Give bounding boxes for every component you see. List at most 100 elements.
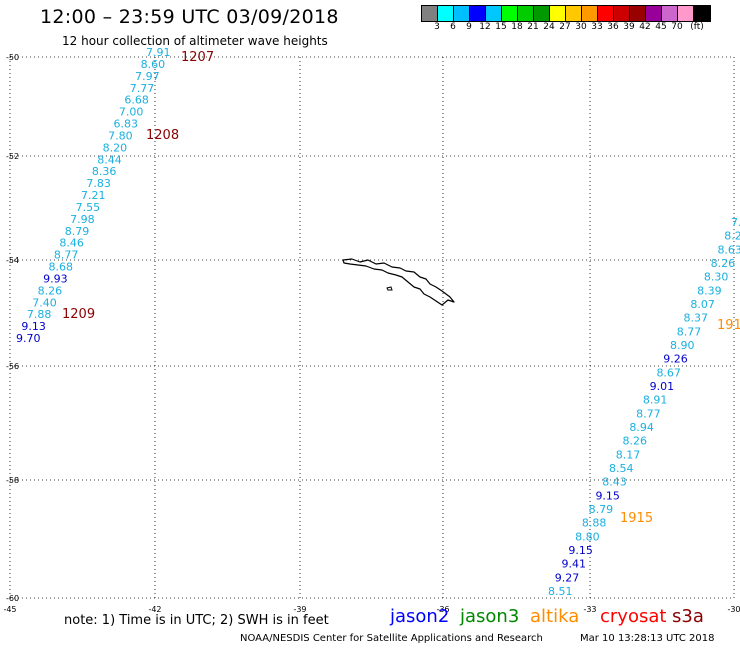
- satellite-legend-jason3: jason3: [460, 606, 520, 627]
- colorbar-swatch: [662, 6, 678, 21]
- wave-height-label: 9.13: [21, 320, 45, 333]
- satellite-legend-cryosat: cryosat: [600, 606, 667, 627]
- colorbar-label: 3: [434, 22, 440, 32]
- lon-tick-label: -39: [293, 605, 306, 614]
- wave-height-label: 9.27: [555, 571, 580, 584]
- wave-height-label: 7.88: [27, 308, 52, 321]
- wave-height-label: 8.26: [623, 435, 648, 448]
- wave-height-label: 8.26: [38, 284, 63, 297]
- colorbar-label: 42: [639, 22, 651, 32]
- altimeter-tracks: 7.918.607.977.776.687.006.837.808.208.44…: [16, 46, 740, 598]
- graticule: [9, 56, 735, 599]
- wave-height-label: 7.40: [32, 296, 57, 309]
- colorbar-label: 27: [559, 22, 571, 32]
- colorbar-swatch: [550, 6, 566, 21]
- colorbar-swatch: [422, 6, 438, 21]
- wave-height-label: 9.01: [650, 380, 675, 393]
- lat-tick-label: -54: [6, 256, 19, 265]
- credit-text: NOAA/NESDIS Center for Satellite Applica…: [240, 633, 543, 644]
- colorbar-label: 70: [671, 22, 683, 32]
- colorbar-swatch: [598, 6, 614, 21]
- colorbar-label: (ft): [690, 22, 704, 32]
- colorbar-label: 21: [527, 22, 539, 32]
- timestamp-text: Mar 10 13:28:13 UTC 2018: [580, 633, 715, 644]
- lat-tick-label: -52: [6, 152, 19, 161]
- colorbar-swatch: [630, 6, 646, 21]
- wave-height-label: 8.79: [65, 225, 90, 238]
- wave-height-label: 8.63: [717, 243, 740, 256]
- wave-height-label: 8.88: [582, 517, 607, 530]
- lon-tick-label: -42: [148, 605, 161, 614]
- colorbar-label: 15: [495, 22, 507, 32]
- wave-height-label: 7.00: [119, 106, 143, 119]
- colorbar-swatch: [646, 6, 662, 21]
- south-georgia-island: [342, 258, 455, 306]
- wave-height-label: 8.37: [684, 312, 709, 325]
- colorbar-label: 39: [623, 22, 635, 32]
- time-label: 191: [717, 318, 740, 333]
- wave-height-label: 8.2: [724, 230, 740, 243]
- wave-height-label: 8.54: [609, 462, 634, 475]
- wave-height-label: 8.17: [616, 448, 641, 461]
- wave-height-label: 8.68: [49, 261, 74, 274]
- lon-tick-label: -30: [727, 605, 740, 614]
- lon-tick-label: -33: [583, 605, 596, 614]
- note-text: note: 1) Time is in UTC; 2) SWH is in fe…: [64, 613, 329, 628]
- lat-tick-label: -58: [6, 476, 19, 485]
- wave-height-label: 8.26: [711, 257, 736, 270]
- wave-height-label: 8.67: [656, 366, 681, 379]
- colorbar-swatch: [614, 6, 630, 21]
- satellite-legend-altika: altika: [530, 606, 580, 627]
- wave-height-label: 7.21: [81, 189, 106, 202]
- map-subtitle: 12 hour collection of altimeter wave hei…: [62, 34, 328, 48]
- lon-tick-label: -36: [436, 605, 449, 614]
- colorbar-label: 24: [543, 22, 555, 32]
- wave-height-label: 6.83: [114, 118, 139, 131]
- wave-height-label: 6.68: [124, 94, 149, 107]
- wave-height-label: 9.70: [16, 332, 41, 345]
- lat-tick-label: -50: [6, 53, 19, 62]
- colorbar-label: 30: [575, 22, 587, 32]
- lat-tick-label: -56: [6, 362, 19, 371]
- wave-height-label: 9.15: [568, 544, 593, 557]
- wave-height-label: 8.91: [643, 394, 668, 407]
- wave-height-label: 8.60: [141, 58, 166, 71]
- island-islet: [386, 286, 393, 291]
- wave-height-label: 8.46: [59, 237, 83, 250]
- colorbar-swatch: [694, 6, 710, 21]
- wave-height-label: 9.26: [663, 353, 688, 366]
- colorbar: [421, 5, 711, 22]
- wave-height-label: 8.94: [629, 421, 654, 434]
- wave-height-label: 9.15: [595, 489, 620, 502]
- wave-height-label: 8.43: [602, 476, 627, 489]
- time-label: 1915: [620, 511, 653, 526]
- wave-height-label: 7.80: [108, 129, 133, 142]
- satellite-legend-jason2: jason2: [390, 606, 450, 627]
- colorbar-swatch: [678, 6, 694, 21]
- wave-height-label: 8.51: [548, 585, 573, 598]
- time-label: 1207: [181, 50, 214, 65]
- colorbar-label: 6: [450, 22, 456, 32]
- wave-height-label: 8.80: [575, 530, 600, 543]
- wave-height-label: 9.41: [562, 558, 587, 571]
- wave-height-label: 8.36: [92, 165, 117, 178]
- time-label: 1209: [62, 307, 95, 322]
- wave-height-label: 8.77: [677, 325, 702, 338]
- wave-height-label: 7.55: [76, 201, 101, 214]
- wave-height-label: 7.98: [70, 213, 95, 226]
- colorbar-swatch: [582, 6, 598, 21]
- wave-height-label: 8.30: [704, 271, 729, 284]
- lon-tick-label: -45: [3, 605, 16, 614]
- colorbar-swatch: [518, 6, 534, 21]
- time-label: 1208: [146, 128, 179, 143]
- wave-height-label: 8.79: [589, 503, 614, 516]
- wave-height-label: 8.39: [697, 284, 722, 297]
- wave-height-label: 8.07: [690, 298, 715, 311]
- wave-height-label: 7.97: [135, 70, 160, 83]
- colorbar-label: 45: [655, 22, 667, 32]
- satellite-legend-s3a: s3a: [672, 606, 704, 627]
- colorbar-label: 33: [591, 22, 603, 32]
- colorbar-label: 36: [607, 22, 619, 32]
- colorbar-label: 12: [479, 22, 491, 32]
